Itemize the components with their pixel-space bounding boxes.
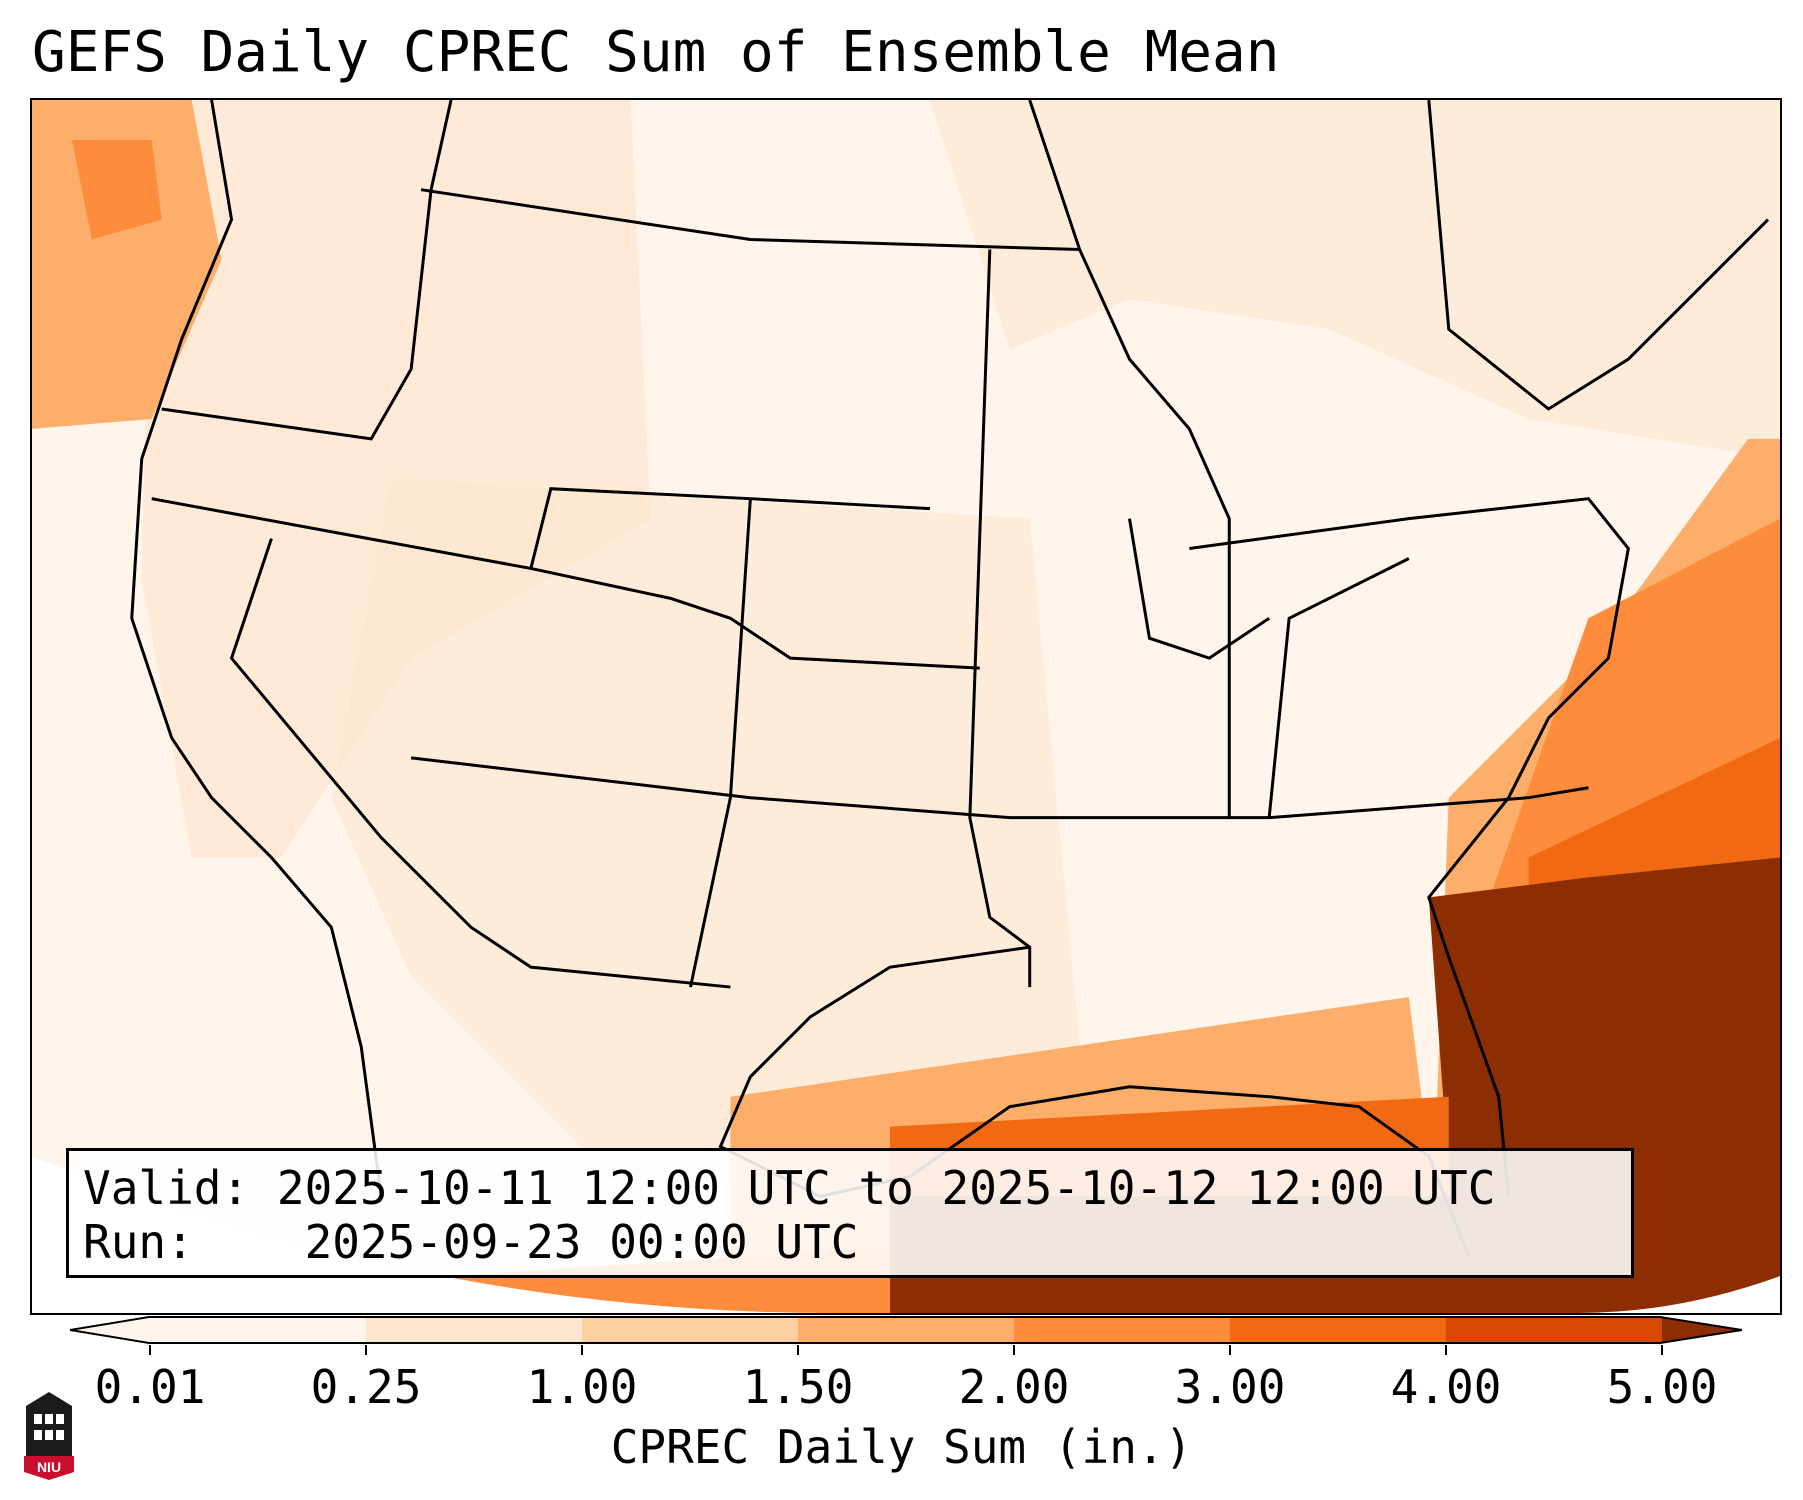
colorbar-tick-label: 2.00 <box>958 1360 1070 1414</box>
colorbar-tick-label: 0.01 <box>94 1360 206 1414</box>
run-value: 2025-09-23 00:00 UTC <box>304 1215 859 1269</box>
colorbar-outline <box>70 1316 1742 1344</box>
colorbar-tick-marks <box>149 1345 1663 1355</box>
colorbar-segment <box>150 1317 366 1343</box>
colorbar-segment <box>798 1317 1014 1343</box>
colorbar-extend-max <box>1662 1317 1742 1343</box>
colorbar-segment <box>1446 1317 1662 1343</box>
colorbar-tick-label: 1.00 <box>526 1360 638 1414</box>
colorbar-segment <box>1014 1317 1230 1343</box>
run-label: Run: <box>83 1215 194 1269</box>
colorbar <box>70 1316 1742 1344</box>
valid-label: Valid: <box>83 1161 250 1215</box>
colorbar-segment <box>366 1317 582 1343</box>
colorbar-tick-label: 5.00 <box>1606 1360 1718 1414</box>
map-canvas <box>32 100 1780 1313</box>
colorbar-tick-label: 3.00 <box>1174 1360 1286 1414</box>
logo-text: NIU <box>37 1459 61 1475</box>
valid-value: 2025-10-11 12:00 UTC to 2025-10-12 12:00… <box>276 1161 1496 1215</box>
map-title: GEFS Daily CPREC Sum of Ensemble Mean <box>32 20 1280 85</box>
precip-map <box>30 98 1782 1315</box>
precip-field <box>32 100 1780 1313</box>
colorbar-tick-label: 4.00 <box>1390 1360 1502 1414</box>
colorbar-tick-label: 0.25 <box>310 1360 422 1414</box>
validity-info-box: Valid: 2025-10-11 12:00 UTC to 2025-10-1… <box>66 1148 1634 1278</box>
colorbar-segment <box>1230 1317 1446 1343</box>
colorbar-segment <box>582 1317 798 1343</box>
colorbar-extend-min <box>70 1317 150 1343</box>
niu-logo-icon: NIU <box>24 1392 74 1480</box>
colorbar-label: CPREC Daily Sum (in.) <box>610 1420 1193 1474</box>
colorbar-segments <box>70 1317 1742 1343</box>
colorbar-tick-label: 1.50 <box>742 1360 854 1414</box>
